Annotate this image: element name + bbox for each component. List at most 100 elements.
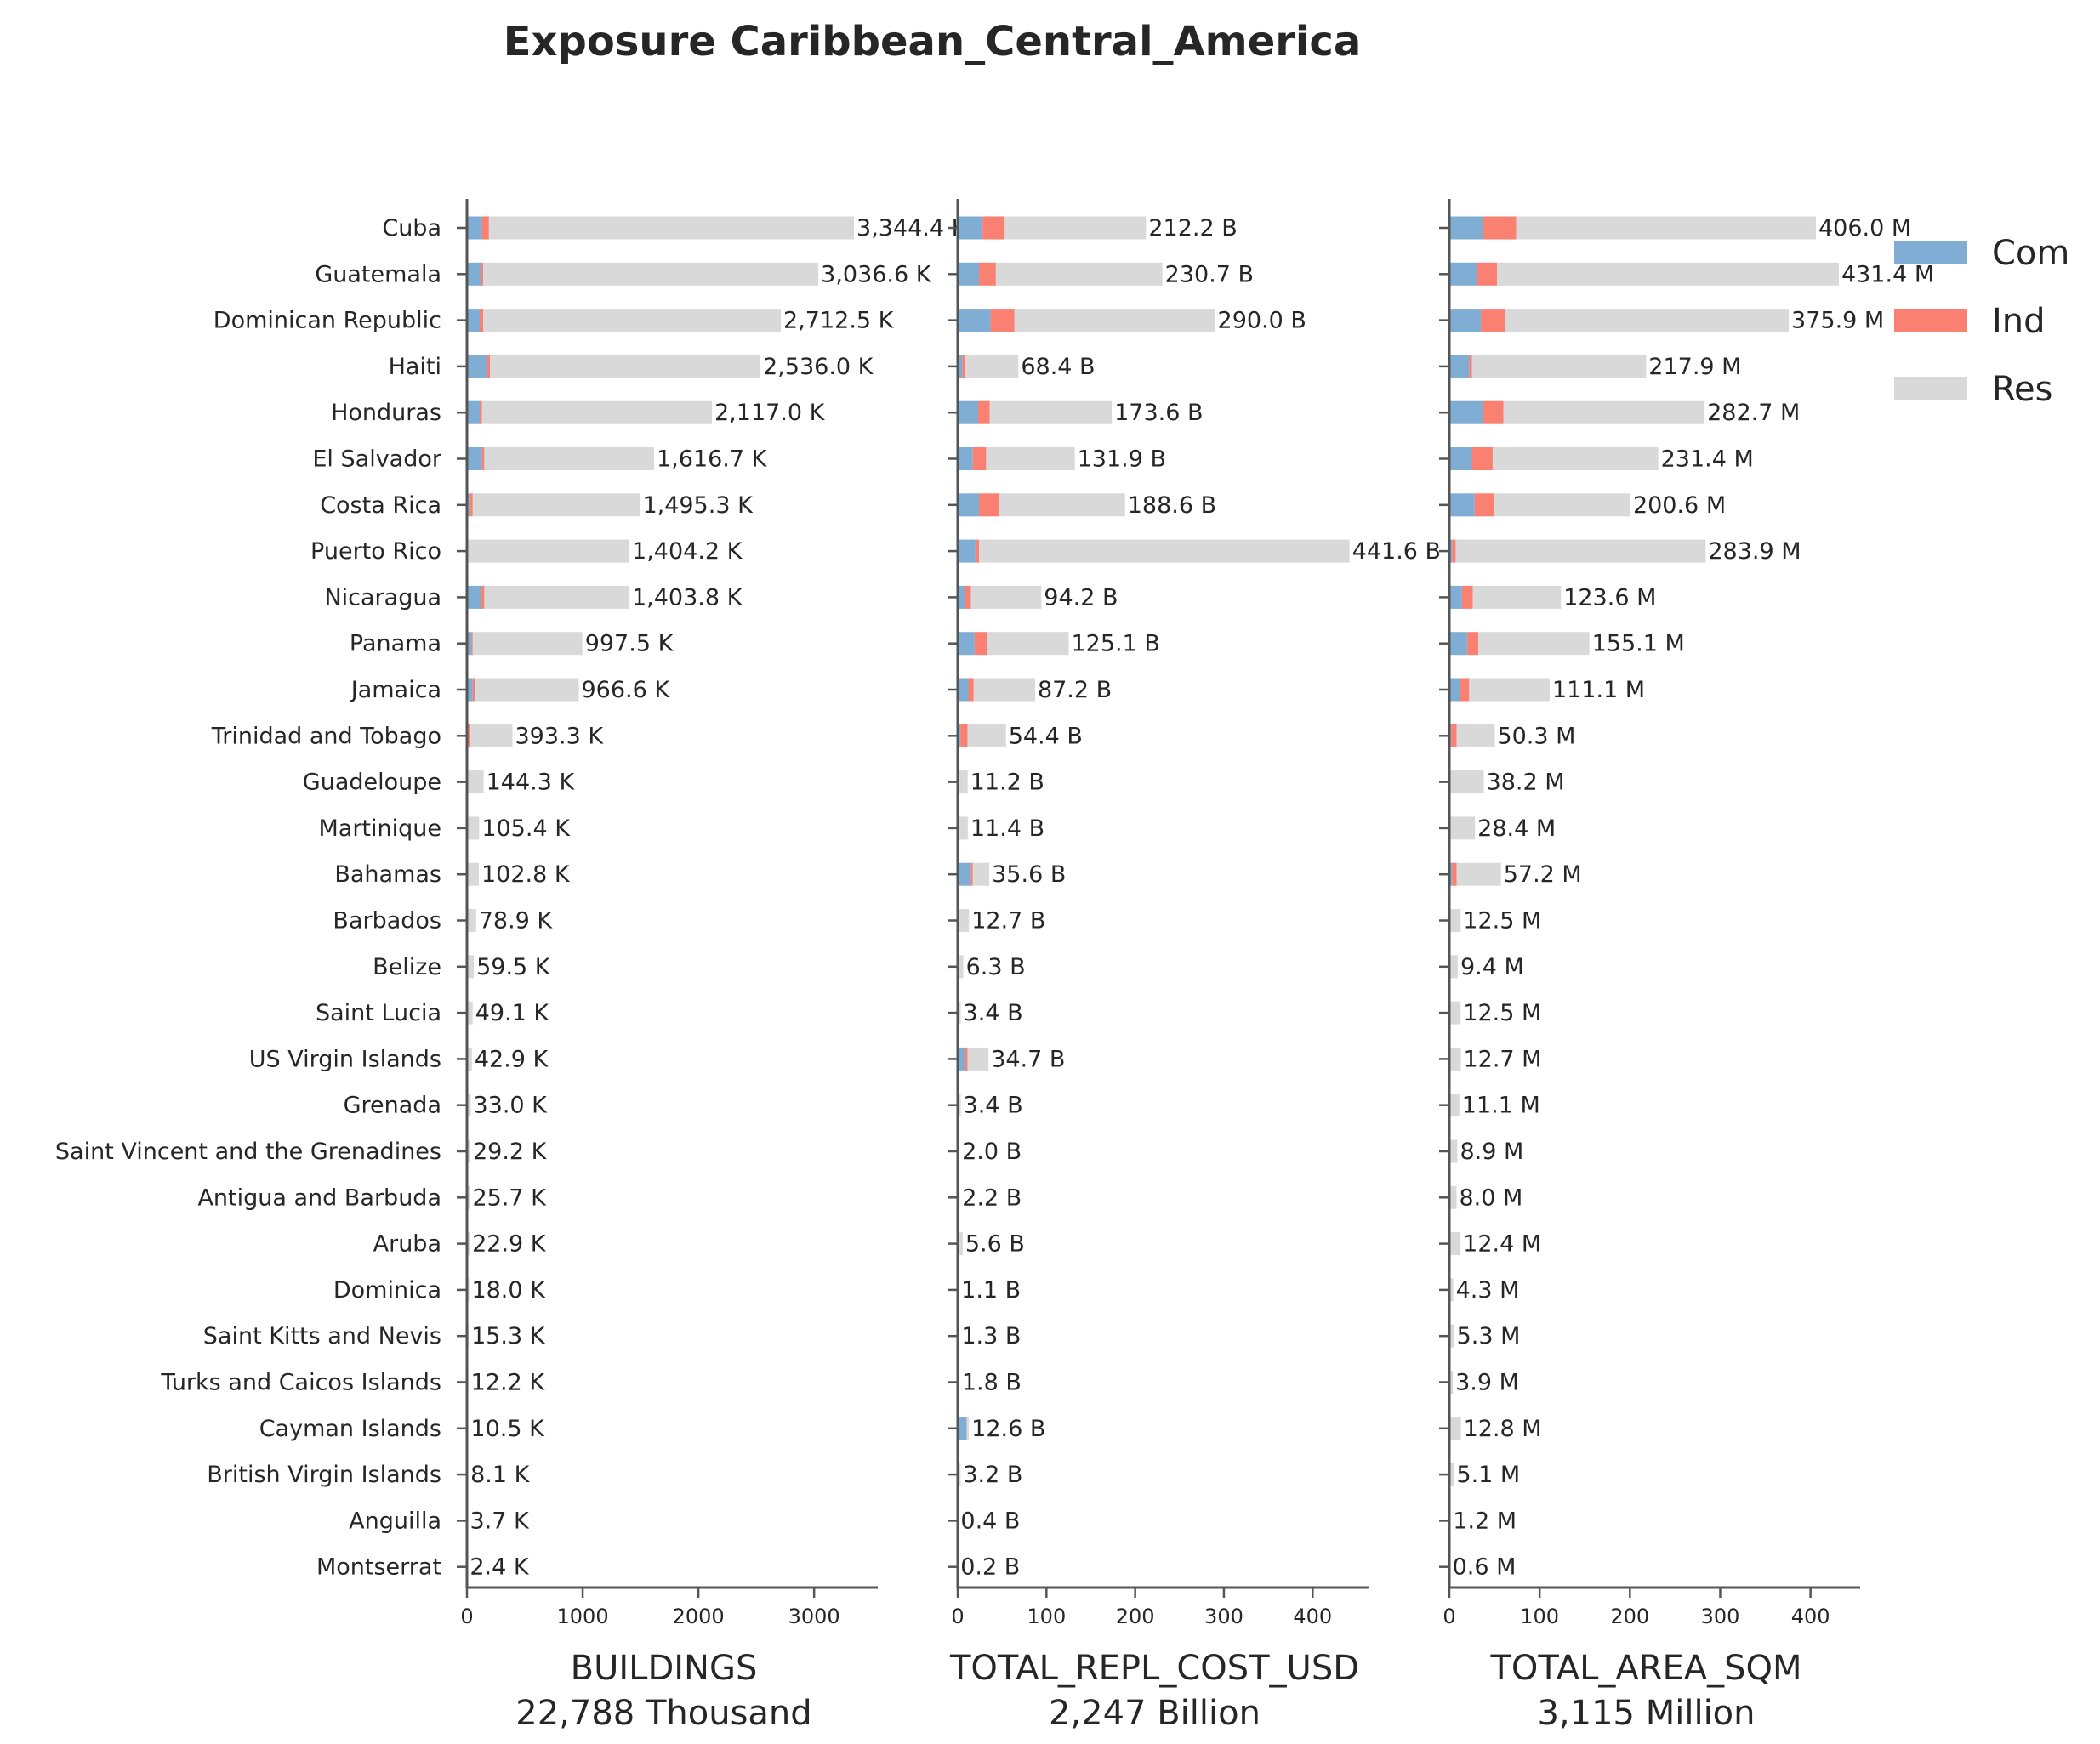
bar-ind-haiti bbox=[1469, 355, 1471, 378]
value-label-dominican-republic: 375.9 M bbox=[1791, 308, 1884, 334]
bar-res-puerto-rico bbox=[467, 540, 629, 563]
bar-com-dominican-republic bbox=[467, 309, 480, 332]
value-label-antigua-and-barbuda: 2.2 B bbox=[962, 1184, 1022, 1211]
x-tick-label: 1000 bbox=[557, 1605, 609, 1628]
value-label-antigua-and-barbuda: 8.0 M bbox=[1459, 1184, 1522, 1211]
panel-total-area-sqm: 406.0 M 431.4 M 375.9 M 217.9 M 282.7 M 231.4… bbox=[1439, 199, 1934, 1733]
bar-res-haiti bbox=[965, 355, 1018, 378]
value-label-saint-vincent-and-the-grenadines: 29.2 K bbox=[473, 1139, 548, 1165]
category-label-turks-and-caicos-islands: Turks and Caicos Islands bbox=[160, 1370, 441, 1396]
bar-com-dominican-republic bbox=[1449, 309, 1481, 332]
bar-ind-nicaragua bbox=[1462, 586, 1473, 609]
x-tick-label: 100 bbox=[1027, 1605, 1066, 1628]
category-label-belize: Belize bbox=[373, 954, 441, 980]
x-tick-label: 2000 bbox=[673, 1605, 725, 1628]
bar-ind-puerto-rico bbox=[1452, 540, 1455, 563]
bar-ind-trinidad-and-tobago bbox=[960, 724, 967, 747]
bar-res-dominican-republic bbox=[1505, 309, 1789, 332]
value-label-jamaica: 966.6 K bbox=[582, 677, 671, 703]
value-label-us-virgin-islands: 12.7 M bbox=[1463, 1046, 1541, 1072]
value-label-cuba: 406.0 M bbox=[1818, 215, 1911, 241]
x-tick-label: 0 bbox=[951, 1605, 964, 1628]
bar-com-cayman-islands bbox=[958, 1417, 966, 1440]
value-label-puerto-rico: 283.9 M bbox=[1708, 538, 1801, 565]
bar-ind-haiti bbox=[962, 355, 965, 378]
value-label-dominica: 18.0 K bbox=[471, 1277, 546, 1304]
x-axis-title: BUILDINGS bbox=[571, 1649, 758, 1688]
category-label-montserrat: Montserrat bbox=[316, 1554, 441, 1581]
bar-com-jamaica bbox=[1449, 679, 1460, 702]
bar-res-guatemala bbox=[996, 263, 1163, 286]
bar-res-bahamas bbox=[467, 863, 479, 886]
x-tick-label: 3000 bbox=[788, 1605, 840, 1628]
bar-com-panama bbox=[1449, 632, 1467, 655]
bar-res-honduras bbox=[990, 401, 1113, 424]
x-tick-label: 200 bbox=[1610, 1605, 1649, 1628]
bar-ind-nicaragua bbox=[481, 586, 484, 609]
bar-ind-panama bbox=[1467, 632, 1478, 655]
value-label-jamaica: 111.1 M bbox=[1552, 677, 1645, 703]
value-label-turks-and-caicos-islands: 1.8 B bbox=[962, 1370, 1022, 1396]
bar-res-aruba bbox=[1449, 1232, 1460, 1255]
value-label-puerto-rico: 441.6 B bbox=[1352, 538, 1441, 565]
category-label-el-salvador: El Salvador bbox=[312, 446, 442, 473]
value-label-us-virgin-islands: 42.9 K bbox=[475, 1046, 549, 1072]
value-label-british-virgin-islands: 3.2 B bbox=[963, 1462, 1022, 1488]
value-label-bahamas: 102.8 K bbox=[481, 861, 571, 888]
category-label-saint-lucia: Saint Lucia bbox=[316, 1000, 441, 1026]
bar-com-cuba bbox=[1449, 217, 1483, 240]
bar-ind-cuba bbox=[482, 217, 489, 240]
legend-label-ind: Ind bbox=[1992, 302, 2046, 341]
bar-ind-el-salvador bbox=[482, 447, 485, 470]
legend-label-com: Com bbox=[1992, 234, 2069, 273]
value-label-barbados: 12.7 B bbox=[971, 908, 1045, 934]
bar-com-cuba bbox=[958, 217, 982, 240]
value-label-el-salvador: 131.9 B bbox=[1078, 446, 1166, 473]
legend-item-res: Res bbox=[1894, 370, 2052, 409]
value-label-belize: 59.5 K bbox=[476, 954, 551, 980]
value-label-guadeloupe: 144.3 K bbox=[487, 770, 576, 796]
value-label-saint-kitts-and-nevis: 15.3 K bbox=[471, 1323, 546, 1349]
bar-res-dominican-republic bbox=[483, 309, 781, 332]
bar-ind-costa-rica bbox=[1475, 493, 1494, 516]
value-label-martinique: 11.4 B bbox=[970, 815, 1044, 842]
bar-res-martinique bbox=[1449, 816, 1475, 839]
bar-ind-honduras bbox=[1483, 401, 1503, 424]
legend-swatch-com bbox=[1894, 241, 1967, 264]
bar-ind-guatemala bbox=[979, 263, 996, 286]
bar-res-panama bbox=[1478, 632, 1590, 655]
bar-res-cayman-islands bbox=[1449, 1417, 1461, 1440]
bar-res-puerto-rico bbox=[979, 540, 1350, 563]
value-label-barbados: 12.5 M bbox=[1463, 908, 1541, 934]
bar-ind-costa-rica bbox=[979, 493, 999, 516]
value-label-jamaica: 87.2 B bbox=[1038, 677, 1112, 703]
bar-res-guadeloupe bbox=[1449, 770, 1484, 793]
bar-res-trinidad-and-tobago bbox=[470, 724, 512, 747]
value-label-saint-lucia: 12.5 M bbox=[1463, 1000, 1541, 1026]
value-label-guatemala: 230.7 B bbox=[1165, 261, 1254, 287]
chart-panels: CubaGuatemalaDominican RepublicHaitiHond… bbox=[55, 199, 1934, 1733]
bar-ind-dominican-republic bbox=[1481, 309, 1505, 332]
bar-ind-us-virgin-islands bbox=[965, 1048, 967, 1071]
category-label-dominican-republic: Dominican Republic bbox=[213, 308, 441, 334]
x-axis-title: TOTAL_REPL_COST_USD bbox=[949, 1649, 1359, 1688]
legend-label-res: Res bbox=[1992, 370, 2052, 409]
bar-res-jamaica bbox=[974, 679, 1035, 702]
bar-res-puerto-rico bbox=[1455, 540, 1705, 563]
bar-res-panama bbox=[473, 632, 583, 655]
bar-res-panama bbox=[987, 632, 1068, 655]
bar-com-bahamas bbox=[958, 863, 971, 886]
panel-total-repl-cost-usd: 212.2 B230.7 B290.0 B68.4 B173.6 B131.9 … bbox=[948, 199, 1441, 1733]
legend-item-ind: Ind bbox=[1894, 302, 2046, 341]
category-label-panama: Panama bbox=[350, 631, 441, 657]
value-label-barbados: 78.9 K bbox=[479, 908, 554, 934]
bar-com-cuba bbox=[467, 217, 482, 240]
value-label-aruba: 22.9 K bbox=[472, 1231, 547, 1258]
value-label-haiti: 2,536.0 K bbox=[763, 354, 874, 380]
bar-com-dominican-republic bbox=[958, 309, 991, 332]
bar-res-us-virgin-islands bbox=[1449, 1048, 1460, 1071]
x-tick-label: 300 bbox=[1204, 1605, 1243, 1628]
category-label-bahamas: Bahamas bbox=[334, 861, 441, 888]
bar-ind-panama bbox=[471, 632, 472, 655]
bar-res-guatemala bbox=[483, 263, 818, 286]
